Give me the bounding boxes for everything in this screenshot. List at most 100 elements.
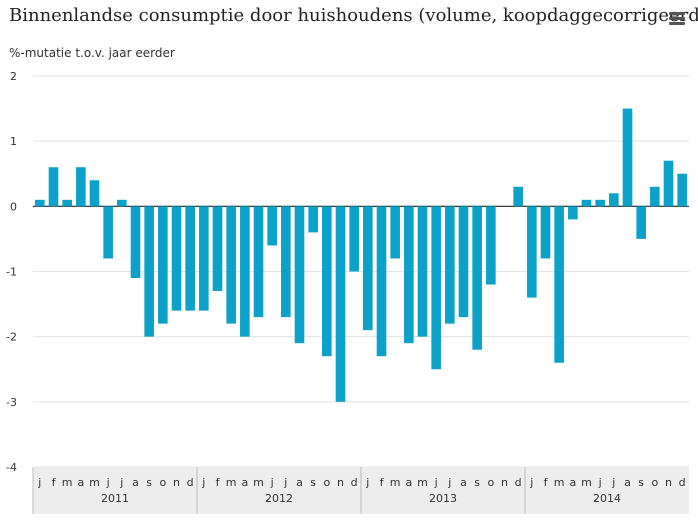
bar	[144, 206, 154, 337]
bar	[581, 199, 592, 207]
bar	[240, 206, 250, 337]
x-tick-label: m	[554, 476, 565, 489]
bar	[199, 206, 209, 311]
x-tick-label: o	[487, 476, 494, 489]
x-tick-label: d	[187, 476, 194, 489]
x-tick-label: j	[119, 476, 123, 489]
bar	[486, 206, 496, 285]
x-tick-label: a	[77, 476, 84, 489]
bar	[294, 206, 305, 344]
y-axis-label: %-mutatie t.o.v. jaar eerder	[9, 46, 175, 60]
y-tick-label: 0	[10, 200, 17, 213]
y-tick-label: -3	[6, 396, 17, 409]
x-tick-label: j	[201, 476, 205, 489]
bar	[89, 180, 100, 207]
bar	[568, 206, 578, 220]
bar	[322, 206, 332, 357]
bar	[527, 206, 537, 298]
hamburger-menu-icon[interactable]	[669, 12, 685, 26]
x-tick-label: s	[638, 476, 644, 489]
x-tick-label: o	[651, 476, 658, 489]
x-tick-label: n	[665, 476, 672, 489]
bar	[650, 186, 660, 207]
chart-title: Binnenlandse consumptie door huishoudens…	[9, 5, 698, 26]
x-tick-label: a	[569, 476, 576, 489]
x-tick-label: d	[515, 476, 522, 489]
bar	[48, 167, 59, 207]
bar	[677, 173, 687, 207]
x-tick-label: a	[460, 476, 467, 489]
x-tick-label: o	[159, 476, 166, 489]
x-tick-label: m	[62, 476, 73, 489]
x-tick-label: f	[216, 476, 221, 489]
y-tick-label: -2	[6, 331, 17, 344]
bar	[458, 206, 469, 318]
x-tick-label: j	[270, 476, 274, 489]
bar	[663, 160, 674, 207]
x-tick-label: n	[173, 476, 180, 489]
x-tick-label: m	[253, 476, 264, 489]
x-tick-label: s	[474, 476, 480, 489]
x-tick-label: a	[241, 476, 248, 489]
x-tick-label: a	[624, 476, 631, 489]
x-tick-label: j	[598, 476, 602, 489]
bar	[117, 199, 127, 207]
bar	[540, 206, 551, 259]
bar	[376, 206, 387, 357]
x-tick-label: j	[434, 476, 438, 489]
x-tick-label: m	[89, 476, 100, 489]
x-tick-label: m	[226, 476, 237, 489]
year-label: 2012	[265, 492, 293, 505]
bar	[35, 199, 45, 207]
x-tick-label: a	[132, 476, 139, 489]
x-tick-label: m	[417, 476, 428, 489]
year-label: 2013	[429, 492, 457, 505]
y-tick-label: 1	[10, 135, 17, 148]
year-label: 2014	[593, 492, 621, 505]
x-tick-label: j	[447, 476, 451, 489]
x-tick-label: a	[296, 476, 303, 489]
bar	[445, 206, 455, 324]
bar	[171, 206, 182, 311]
bar	[212, 206, 223, 292]
x-tick-label: d	[351, 476, 358, 489]
bar	[431, 206, 441, 370]
bar	[130, 206, 141, 279]
bar	[185, 206, 195, 311]
x-tick-label: o	[323, 476, 330, 489]
bar	[335, 206, 346, 402]
bar	[349, 206, 359, 272]
bar	[636, 206, 646, 239]
bar	[472, 206, 482, 350]
bar	[622, 108, 633, 207]
x-tick-label: j	[365, 476, 369, 489]
y-tick-label: -1	[6, 266, 17, 279]
x-tick-label: j	[529, 476, 533, 489]
bar	[595, 199, 605, 207]
x-tick-label: j	[283, 476, 287, 489]
bar	[363, 206, 373, 331]
bar	[76, 167, 86, 207]
bar	[62, 199, 72, 207]
x-tick-label: j	[106, 476, 110, 489]
y-tick-label: 2	[10, 70, 17, 83]
bar	[609, 193, 619, 207]
bar	[417, 206, 428, 337]
bar	[308, 206, 318, 233]
y-tick-label: -4	[6, 461, 17, 474]
x-tick-label: f	[544, 476, 549, 489]
bar	[267, 206, 277, 246]
x-tick-label: s	[310, 476, 316, 489]
x-tick-label: n	[337, 476, 344, 489]
x-tick-label: d	[679, 476, 686, 489]
year-label: 2011	[101, 492, 129, 505]
bar	[253, 206, 264, 318]
bar	[404, 206, 414, 344]
bar	[103, 206, 113, 259]
x-tick-label: a	[405, 476, 412, 489]
x-tick-label: j	[611, 476, 615, 489]
x-tick-label: f	[380, 476, 385, 489]
bar	[554, 206, 564, 363]
x-tick-label: f	[52, 476, 57, 489]
